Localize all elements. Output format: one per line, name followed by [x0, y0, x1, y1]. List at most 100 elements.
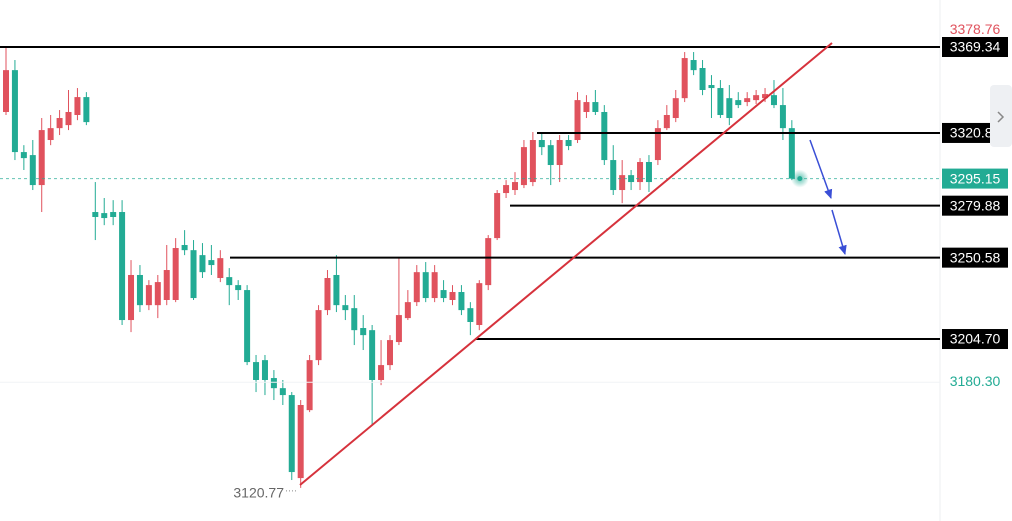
candle-body — [119, 212, 126, 321]
plot: 3369.34 3320.88 3279.88 3250.58 3204.70 3295.… — [0, 21, 1008, 501]
candle-body — [583, 102, 590, 112]
candle-body — [601, 111, 608, 161]
candle-body — [637, 162, 644, 183]
level-label-box — [942, 195, 1008, 216]
candle-body — [520, 147, 527, 186]
candle-body — [324, 278, 331, 311]
tab-arrow[interactable] — [997, 111, 1005, 123]
candle-body — [11, 70, 18, 153]
candle-body — [744, 98, 751, 103]
candle-body — [503, 185, 510, 194]
candle-body — [395, 315, 402, 343]
candle-body — [467, 308, 474, 322]
candle-body — [74, 97, 81, 116]
candle-body — [717, 88, 724, 116]
candle-body — [762, 94, 769, 99]
candle-body — [770, 95, 777, 106]
candle-body — [306, 360, 313, 411]
candle-body — [369, 330, 376, 380]
candle-body — [476, 283, 483, 326]
candle-body — [547, 145, 554, 166]
candle-body — [208, 260, 215, 266]
level-label: 3250.58 — [950, 249, 1001, 265]
candle-body — [128, 274, 135, 321]
candle-body — [47, 128, 54, 141]
candle-body — [663, 115, 670, 129]
candle-body — [413, 272, 420, 303]
candle-body — [190, 250, 197, 299]
last-price-dot — [797, 176, 803, 182]
last-price-label: 3295.15 — [950, 170, 1001, 186]
low-annotation: 3120.77 — [233, 485, 284, 501]
candle-body — [217, 258, 224, 279]
candle-body — [3, 70, 9, 112]
candle-body — [154, 282, 161, 306]
candle-body — [422, 272, 429, 299]
candle-body — [672, 98, 679, 119]
candle-body — [574, 100, 581, 141]
candle-body — [404, 302, 411, 319]
level-label-box — [942, 329, 1008, 350]
candle-body — [726, 98, 733, 119]
level-label: 3279.88 — [950, 197, 1001, 213]
candle-body — [449, 292, 456, 300]
high-label: 3378.76 — [950, 21, 1001, 37]
candle-body — [315, 310, 322, 361]
candle-body — [440, 290, 447, 299]
candle-body — [779, 105, 786, 129]
candle-body — [538, 140, 545, 148]
trend-line — [299, 42, 833, 486]
candle-body — [592, 102, 599, 112]
candle-body — [110, 212, 117, 217]
candle-body — [378, 365, 385, 380]
arrow — [809, 139, 833, 199]
candle-body — [494, 193, 501, 239]
candle-body — [101, 213, 108, 219]
candle-body — [333, 274, 340, 306]
candle-body — [681, 58, 688, 99]
candle-body — [360, 328, 367, 336]
level-label: 3204.70 — [950, 331, 1001, 347]
candle-body — [529, 140, 536, 183]
candle-body — [788, 128, 795, 179]
candle-body — [136, 274, 143, 306]
level-label-box — [942, 247, 1008, 268]
candle-body — [512, 182, 519, 191]
candle-body — [458, 292, 465, 311]
candle-body — [485, 238, 492, 286]
candle-body — [753, 95, 760, 101]
candle-body — [297, 405, 304, 479]
candle-body — [556, 140, 563, 166]
candle-body — [690, 60, 697, 71]
last-price-box — [942, 168, 1008, 189]
candle-body — [645, 162, 652, 183]
candle-body — [38, 130, 45, 186]
candle-body — [226, 277, 233, 286]
candle-body — [610, 160, 617, 191]
candle-body — [386, 340, 393, 366]
candle-body — [288, 395, 295, 473]
candle-body — [261, 360, 268, 380]
candle-body — [163, 270, 170, 300]
candle-body — [565, 140, 572, 147]
candle-body — [654, 128, 661, 161]
candle-body — [244, 290, 251, 363]
candle-body — [279, 388, 286, 396]
candle-body — [270, 378, 277, 389]
candle-body — [65, 111, 72, 126]
candle-body — [253, 362, 260, 380]
candle-body — [619, 175, 626, 191]
low-label: 3180.30 — [950, 373, 1001, 389]
candle-body — [83, 97, 90, 123]
candle-body — [699, 68, 706, 90]
candle-body — [20, 152, 27, 159]
candle-body — [342, 305, 349, 311]
candle-body — [708, 85, 715, 89]
arrow — [831, 209, 847, 256]
level-label-box — [942, 37, 1008, 58]
candle-body — [56, 118, 63, 129]
candle-body — [199, 255, 206, 273]
candle-body — [351, 308, 358, 331]
